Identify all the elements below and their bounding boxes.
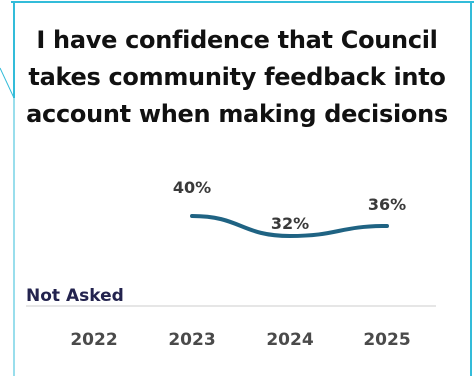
data-label-2023: 40%	[173, 178, 211, 197]
card-connector-line	[0, 67, 15, 99]
chart-title: I have confidence that Council takes com…	[26, 26, 448, 128]
series-line	[190, 214, 389, 239]
x-tick-label-2022: 2022	[70, 330, 117, 350]
data-label-2025: 36%	[368, 195, 406, 214]
x-tick-label-2023: 2023	[168, 330, 215, 350]
x-axis-ticks: 2022 2023 2024 2025	[70, 330, 410, 350]
x-tick-label-2025: 2025	[363, 330, 410, 350]
x-tick-label-2024: 2024	[266, 330, 313, 350]
not-asked-label: Not Asked	[26, 286, 124, 306]
data-labels: 40% 32% 36%	[173, 178, 406, 233]
data-label-2024: 32%	[271, 214, 309, 233]
